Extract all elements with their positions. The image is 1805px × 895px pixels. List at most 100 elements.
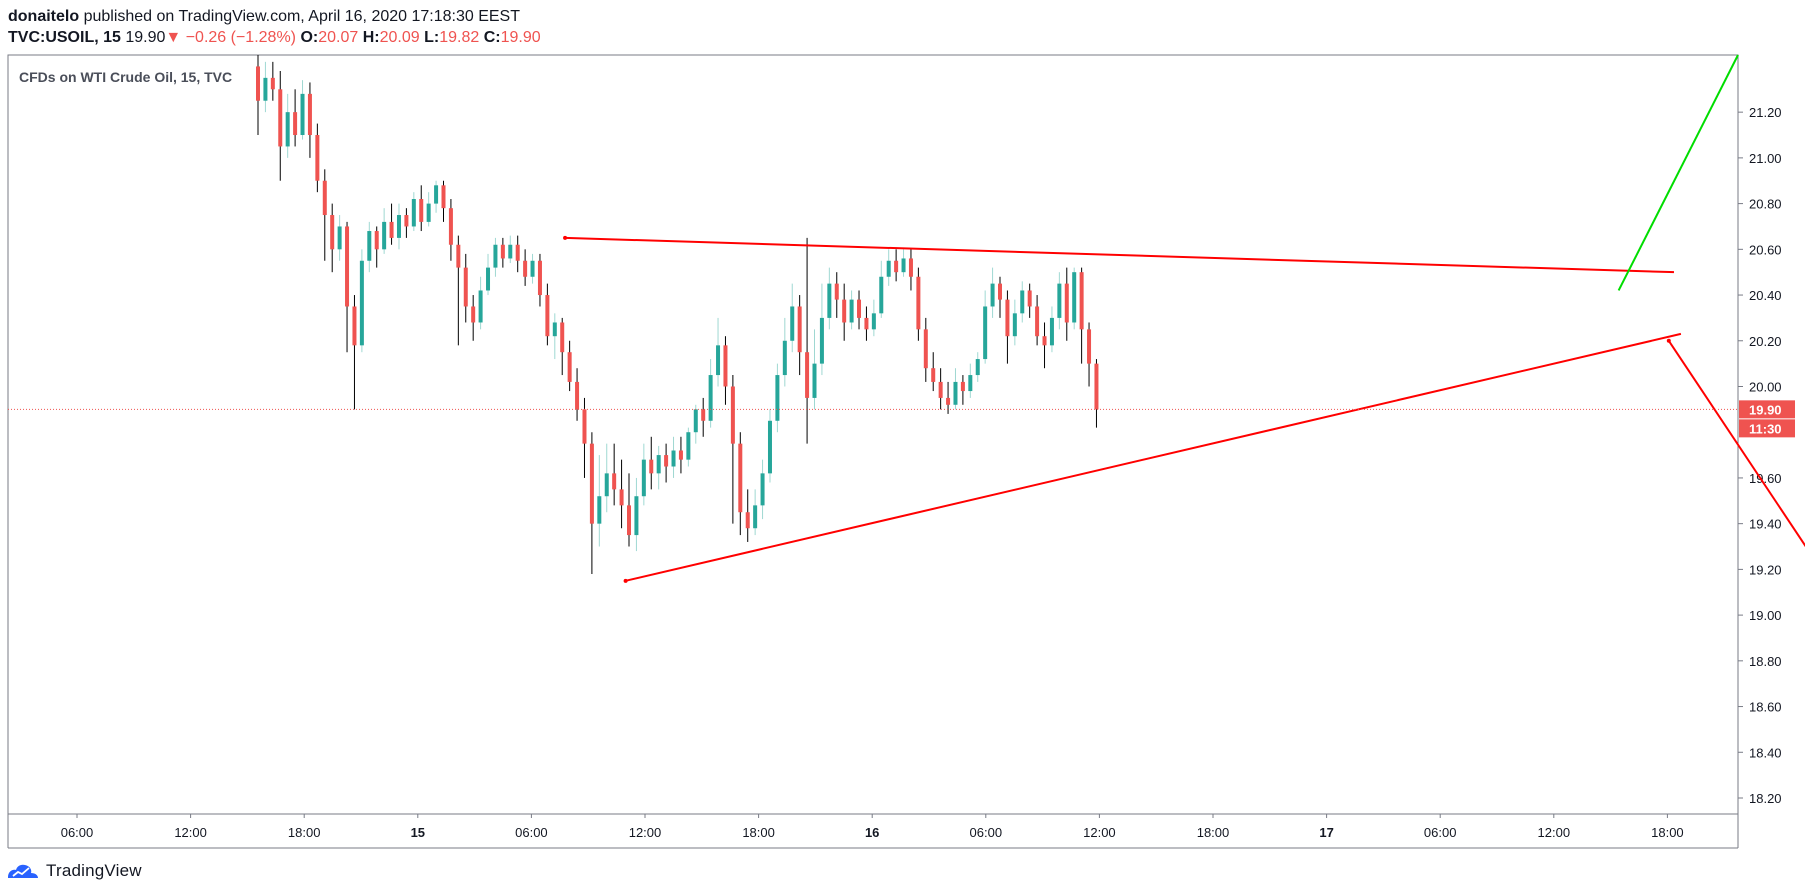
candle-body — [834, 283, 839, 300]
chart-pane-frame — [7, 54, 1739, 815]
close-label: C: — [483, 29, 501, 46]
candle-body — [567, 352, 572, 382]
candle-body — [575, 381, 580, 410]
chart-legend-title: CFDs on WTI Crude Oil, 15, TVC — [19, 69, 232, 85]
candle-body — [604, 473, 609, 497]
y-tick-label: 20.20 — [1749, 334, 1782, 349]
last-price-layer: 19.90 11:30 — [8, 400, 1795, 438]
x-tick-label: 18:00 — [1651, 825, 1684, 840]
x-tick-label: 06:00 — [1424, 825, 1457, 840]
candle-body — [701, 409, 706, 421]
candle-body — [953, 381, 958, 405]
price-change: −0.26 (−1.28%) — [185, 29, 296, 46]
candle-body — [471, 306, 476, 323]
candle-body — [671, 450, 676, 467]
high-label: H: — [362, 29, 380, 46]
candle-body — [901, 258, 906, 273]
candles-layer — [256, 55, 1099, 574]
x-tick-label: 12:00 — [1083, 825, 1116, 840]
last-price-label: 19.90 — [1749, 402, 1782, 417]
candle-body — [619, 489, 624, 506]
candle-body — [634, 496, 639, 536]
open-label: O: — [300, 29, 319, 46]
y-tick-label: 20.00 — [1749, 379, 1782, 394]
y-tick-label: 20.80 — [1749, 197, 1782, 212]
candle-body — [849, 299, 854, 323]
candle-body — [537, 260, 542, 296]
candle-body — [760, 473, 765, 506]
candle-body — [730, 386, 735, 444]
candle-body — [842, 299, 847, 323]
candle-body — [263, 77, 268, 101]
candle-body — [827, 283, 832, 318]
candle-body — [552, 322, 557, 337]
candle-body — [857, 299, 862, 318]
candle-body — [374, 231, 379, 250]
countdown-label: 11:30 — [1749, 421, 1782, 436]
candle-body — [916, 276, 921, 330]
candle-body — [678, 450, 683, 460]
candle-body — [330, 215, 335, 250]
candle-body — [463, 267, 468, 307]
candle-body — [1079, 272, 1084, 330]
candle-body — [790, 306, 795, 341]
candle-body — [597, 496, 602, 524]
candle-body — [960, 381, 965, 392]
candle-body — [686, 432, 691, 460]
candle-body — [894, 260, 899, 273]
candle-body — [307, 93, 312, 136]
x-tick-label: 06:00 — [61, 825, 94, 840]
candle-body — [931, 368, 936, 382]
trendline-anchor — [1666, 338, 1671, 343]
y-tick-label: 19.00 — [1749, 608, 1782, 623]
close-value: 19.90 — [500, 29, 541, 46]
x-tick-label: 18:00 — [1197, 825, 1230, 840]
y-tick-label: 21.00 — [1749, 151, 1782, 166]
candle-body — [1064, 283, 1069, 323]
candle-body — [723, 345, 728, 387]
candle-body — [990, 283, 995, 307]
y-tick-label: 19.20 — [1749, 562, 1782, 577]
candle-body — [396, 215, 401, 238]
candle-body — [448, 208, 453, 245]
candle-body — [1042, 336, 1047, 346]
candle-body — [886, 260, 891, 277]
y-tick-label: 21.20 — [1749, 105, 1782, 120]
candle-body — [1005, 299, 1010, 337]
candle-body — [515, 244, 520, 261]
candle-body — [968, 375, 973, 392]
tradingview-brand[interactable]: TradingView — [46, 861, 142, 880]
candle-body — [367, 231, 372, 261]
x-tick-label: 12:00 — [1538, 825, 1571, 840]
candle-body — [382, 221, 387, 250]
candle-body — [716, 345, 721, 376]
footer: TradingView — [6, 858, 142, 884]
x-tick-label: 12:00 — [174, 825, 207, 840]
x-tick-label: 15 — [411, 825, 425, 840]
candle-body — [767, 420, 772, 474]
y-tick-label: 20.40 — [1749, 288, 1782, 303]
price-axis[interactable]: 21.20 21.00 20.80 20.60 20.40 20.20 20.00 19.60… — [1738, 105, 1782, 806]
candle-body — [1072, 272, 1077, 323]
resistance-trendline — [565, 236, 1675, 274]
candle-body — [582, 409, 587, 444]
x-tick-label: 18:00 — [742, 825, 775, 840]
candle-body — [508, 244, 513, 259]
y-tick-label: 20.60 — [1749, 242, 1782, 257]
tradingview-logo-icon[interactable] — [6, 861, 40, 881]
candle-body — [871, 313, 876, 330]
candle-body — [589, 443, 594, 524]
candle-body — [560, 322, 565, 353]
candle-body — [649, 459, 654, 474]
candle-body — [345, 226, 350, 307]
author-name[interactable]: donaitelo — [8, 8, 80, 25]
time-axis[interactable]: 06:00 12:00 18:00 15 06:00 12:00 18:00 16 06:00 1… — [61, 814, 1684, 840]
candle-body — [908, 258, 913, 277]
published-text: published on TradingView.com, April 16, … — [83, 8, 520, 25]
x-tick-label: 18:00 — [288, 825, 321, 840]
x-tick-label: 17 — [1319, 825, 1333, 840]
candle-body — [1094, 363, 1099, 410]
y-tick-label: 18.80 — [1749, 654, 1782, 669]
candle-body — [975, 359, 980, 376]
